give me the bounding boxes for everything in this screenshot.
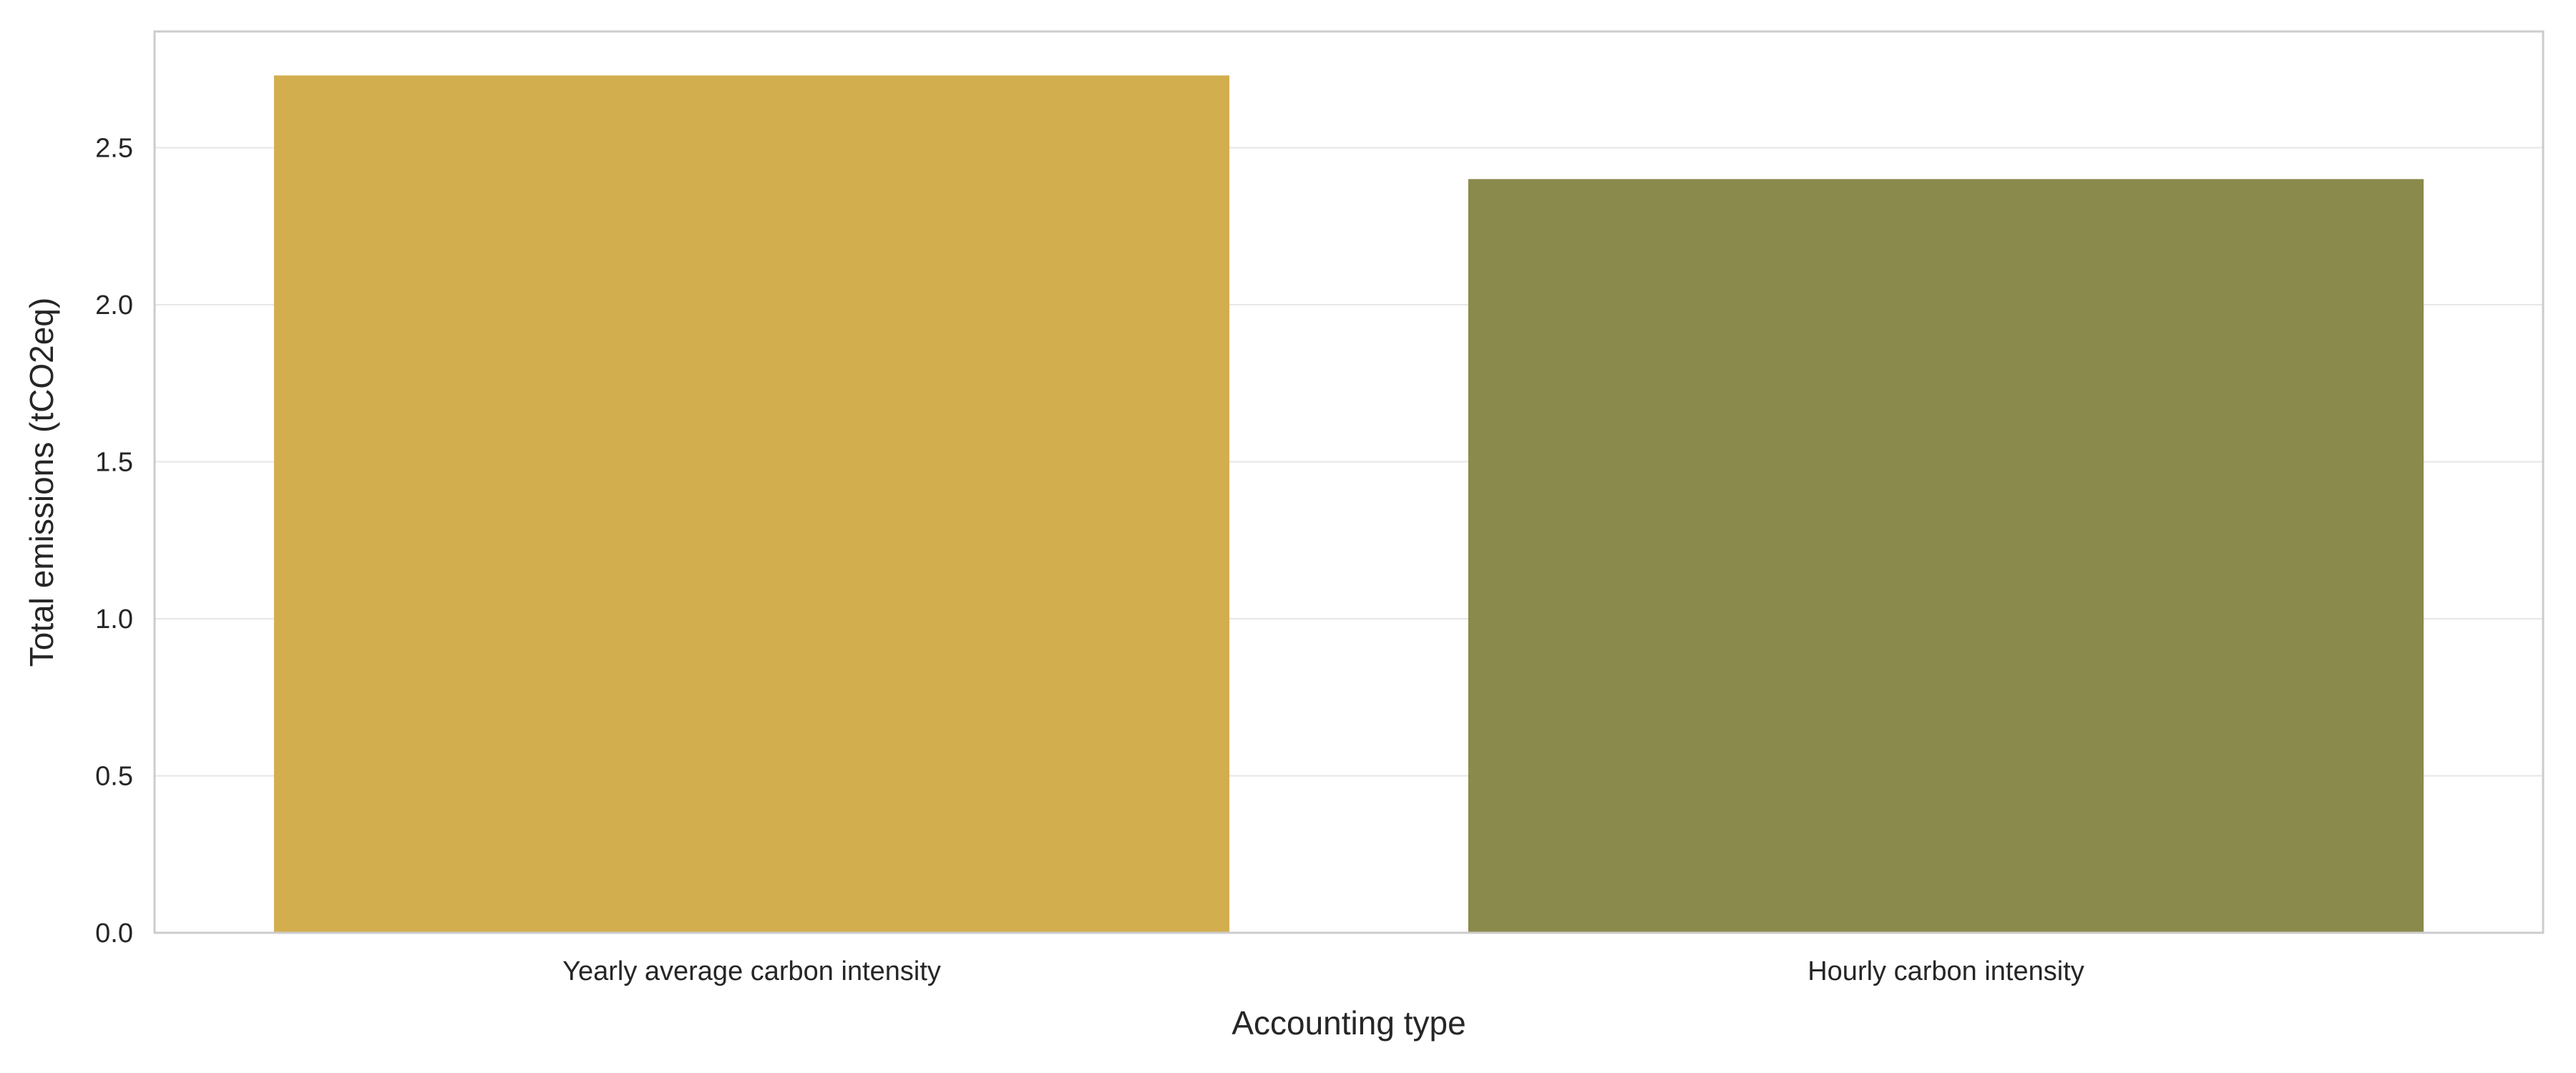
bars — [273, 75, 2424, 934]
y-tick-label: 2.0 — [95, 290, 133, 320]
x-tick-label: Yearly average carbon intensity — [562, 956, 941, 986]
y-tick-label: 2.5 — [95, 133, 133, 163]
x-tick-labels: Yearly average carbon intensity Hourly ca… — [562, 956, 2084, 986]
y-tick-label: 1.5 — [95, 447, 133, 477]
y-tick-label: 1.0 — [95, 604, 133, 635]
y-tick-labels: 0.0 0.5 1.0 1.5 2.0 2.5 — [95, 133, 133, 949]
y-axis-title: Total emissions (tCO2eq) — [23, 298, 60, 667]
x-axis-title: Accounting type — [1231, 1004, 1465, 1042]
plot-frame — [153, 30, 2545, 934]
bar-0 — [273, 75, 1230, 934]
y-tick-label: 0.0 — [95, 918, 133, 949]
x-tick-label: Hourly carbon intensity — [1807, 956, 2084, 986]
y-tick-label: 0.5 — [95, 761, 133, 791]
bar-1 — [1468, 179, 2424, 934]
